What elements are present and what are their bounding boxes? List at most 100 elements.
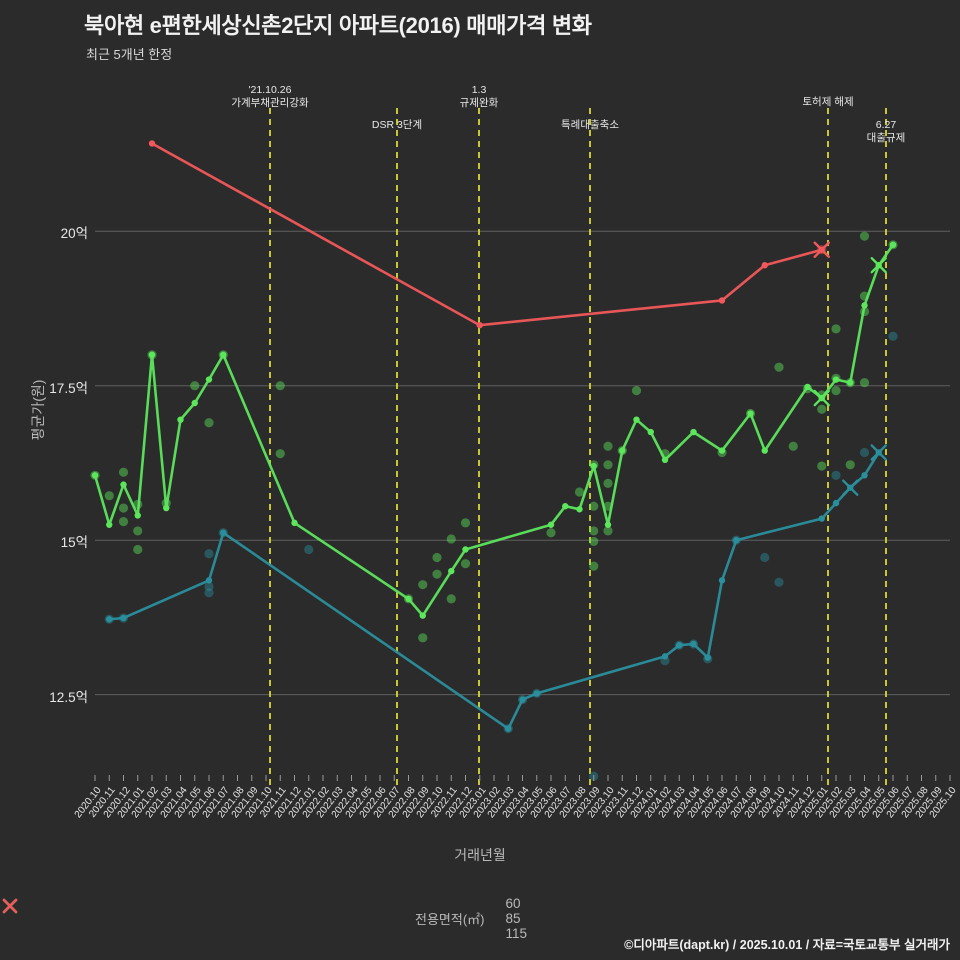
y-tick-label: 15억 [60,535,88,551]
scatter-point [190,381,200,391]
series-point [718,297,726,304]
x-marker [842,479,859,496]
scatter-point [133,526,143,536]
scatter-point [546,528,556,538]
series-point [661,653,669,660]
series-point [619,447,626,454]
series-point [704,654,711,661]
series-point [718,447,726,454]
series-point [718,577,726,584]
scatter-point [418,580,428,590]
series-point [134,512,141,519]
x-marker [813,389,830,407]
event-annotation-label: 6.27 대출규제 [866,119,906,144]
scatter-point [460,559,471,569]
series-line-60 [108,451,881,730]
event-annotation-label: 1.3 규제완화 [459,84,499,109]
scatter-point [589,501,599,511]
scatter-point [603,478,613,488]
scatter-point [446,534,456,544]
chart-legend: 전용면적(㎡) 60 85 115 [0,896,960,941]
series-point [832,376,840,383]
legend-item-85[interactable]: 85 [2,898,527,926]
scatter-point [275,449,285,459]
series-point [562,503,569,510]
series-point [861,472,868,479]
series-point [519,696,526,703]
scatter-point [631,386,642,396]
scatter-point [118,467,129,477]
series-point [633,416,640,423]
scatter-point [845,460,855,470]
series-point [462,546,469,553]
scatter-point [432,569,442,579]
series-point [220,529,227,536]
scatter-point [817,404,827,414]
scatter-point [774,577,784,587]
event-annotation-label: '21.10.26 가계부채관리강화 [231,84,309,109]
series-point [847,379,854,386]
series-point [690,428,697,436]
scatter-point [774,362,784,372]
series-point [733,536,740,544]
series-point [177,416,184,423]
series-point [747,410,754,417]
series-point [163,504,170,512]
x-marker [813,241,830,258]
series-point [220,351,227,359]
legend-label: 85 [505,911,521,926]
series-point [676,642,683,649]
scatter-point [817,461,827,471]
series-point [205,376,213,383]
series-point [761,262,768,269]
series-point [861,302,868,309]
y-tick-label: 12.5억 [49,689,88,705]
event-annotation-label: DSR 3단계 [371,119,423,131]
scatter-point [589,536,599,547]
scatter-point [304,544,314,555]
legend-label: 60 [505,896,521,911]
legend-item-60[interactable]: 60 [2,896,527,914]
legend-item-115[interactable]: 115 [2,898,527,941]
scatter-point [446,594,456,604]
scatter-point [204,418,214,428]
series-point [661,456,669,464]
series-point [576,506,583,513]
x-marker [870,257,887,274]
series-point [148,351,156,359]
y-tick-label: 17.5억 [49,380,88,396]
scatter-point [603,441,613,451]
series-point [91,472,99,479]
series-point [448,567,455,575]
scatter-point [831,470,841,480]
scatter-point [859,447,870,458]
series-point [818,515,825,522]
legend-title: 전용면적(㎡) [414,912,485,927]
legend-x-marker-icon [2,898,18,914]
series-point [533,690,540,697]
legend-items: 60 85 115 [2,896,545,941]
series-point [690,640,697,648]
series-point [291,519,298,527]
series-point [604,521,612,528]
scatter-point [204,588,214,598]
x-axis-label: 거래년월 [454,847,506,863]
scatter-point [432,552,442,563]
event-annotation-label: 토허제 해제 [802,96,854,108]
scatter-point [603,460,613,470]
series-point [191,399,198,407]
scatter-point [204,549,214,559]
series-point [419,612,426,619]
scatter-point [859,231,870,241]
scatter-point [204,581,214,592]
series-point [405,595,412,603]
scatter-point [118,517,129,527]
series-point [647,428,654,436]
scatter-point [589,526,599,536]
scatter-point [104,491,114,501]
scatter-point [859,378,870,388]
scatter-point [574,487,585,497]
series-point [120,614,127,622]
